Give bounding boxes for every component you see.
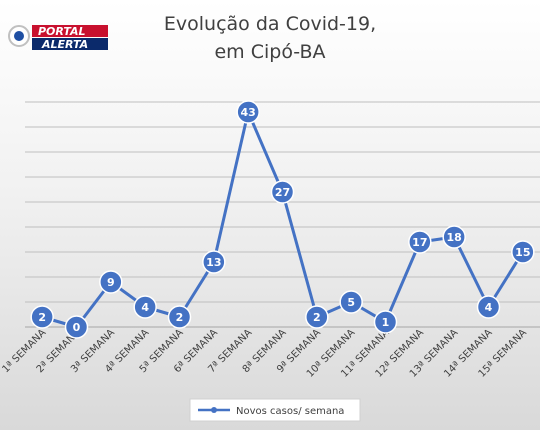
data-point <box>476 295 501 319</box>
data-point <box>30 305 54 329</box>
logo-text-alerta: ALERTA <box>41 38 88 51</box>
data-label: 27 <box>275 186 290 199</box>
data-label: 2 <box>176 311 184 324</box>
data-point <box>339 290 363 314</box>
legend-box <box>189 398 361 422</box>
logo-bar-top <box>32 25 108 37</box>
data-point <box>99 270 123 294</box>
data-point <box>373 310 398 334</box>
series-line <box>41 110 525 329</box>
data-point <box>442 225 466 249</box>
data-point <box>64 315 89 339</box>
data-label: 1 <box>382 316 390 329</box>
chart-title-line-2: em Cipó-BA <box>214 41 325 63</box>
data-label: 17 <box>412 236 427 249</box>
eye-pupil-icon <box>14 31 24 41</box>
data-point <box>408 230 432 254</box>
logo-bar-bottom <box>32 38 108 50</box>
data-label: 43 <box>241 106 256 119</box>
data-label: 2 <box>313 311 321 324</box>
data-label: 4 <box>141 301 149 314</box>
data-label: 15 <box>515 246 530 259</box>
data-point <box>511 240 535 264</box>
series-novos-casos: 2 0 9 4 2 13 43 27 2 5 1 17 18 4 15 <box>30 100 535 339</box>
data-point <box>167 305 192 329</box>
data-point <box>202 250 226 274</box>
logo-text-portal: PORTAL <box>38 25 86 38</box>
legend-label: Novos casos/ semana <box>236 406 344 417</box>
legend: Novos casos/ semana <box>189 398 361 422</box>
legend-marker-swatch <box>211 407 217 413</box>
data-label: 2 <box>38 311 46 324</box>
data-label: 0 <box>73 321 81 334</box>
data-point <box>270 180 295 204</box>
data-label: 13 <box>206 256 221 269</box>
data-label: 5 <box>347 296 355 309</box>
chart-title-line-1: Evolução da Covid-19, <box>164 13 376 35</box>
data-label: 9 <box>107 276 115 289</box>
data-label: 4 <box>485 301 493 314</box>
data-point <box>236 100 260 124</box>
data-label: 18 <box>447 231 462 244</box>
data-point <box>133 295 157 319</box>
portal-alerta-logo: PORTAL ALERTA <box>8 25 108 51</box>
data-point <box>305 305 329 329</box>
